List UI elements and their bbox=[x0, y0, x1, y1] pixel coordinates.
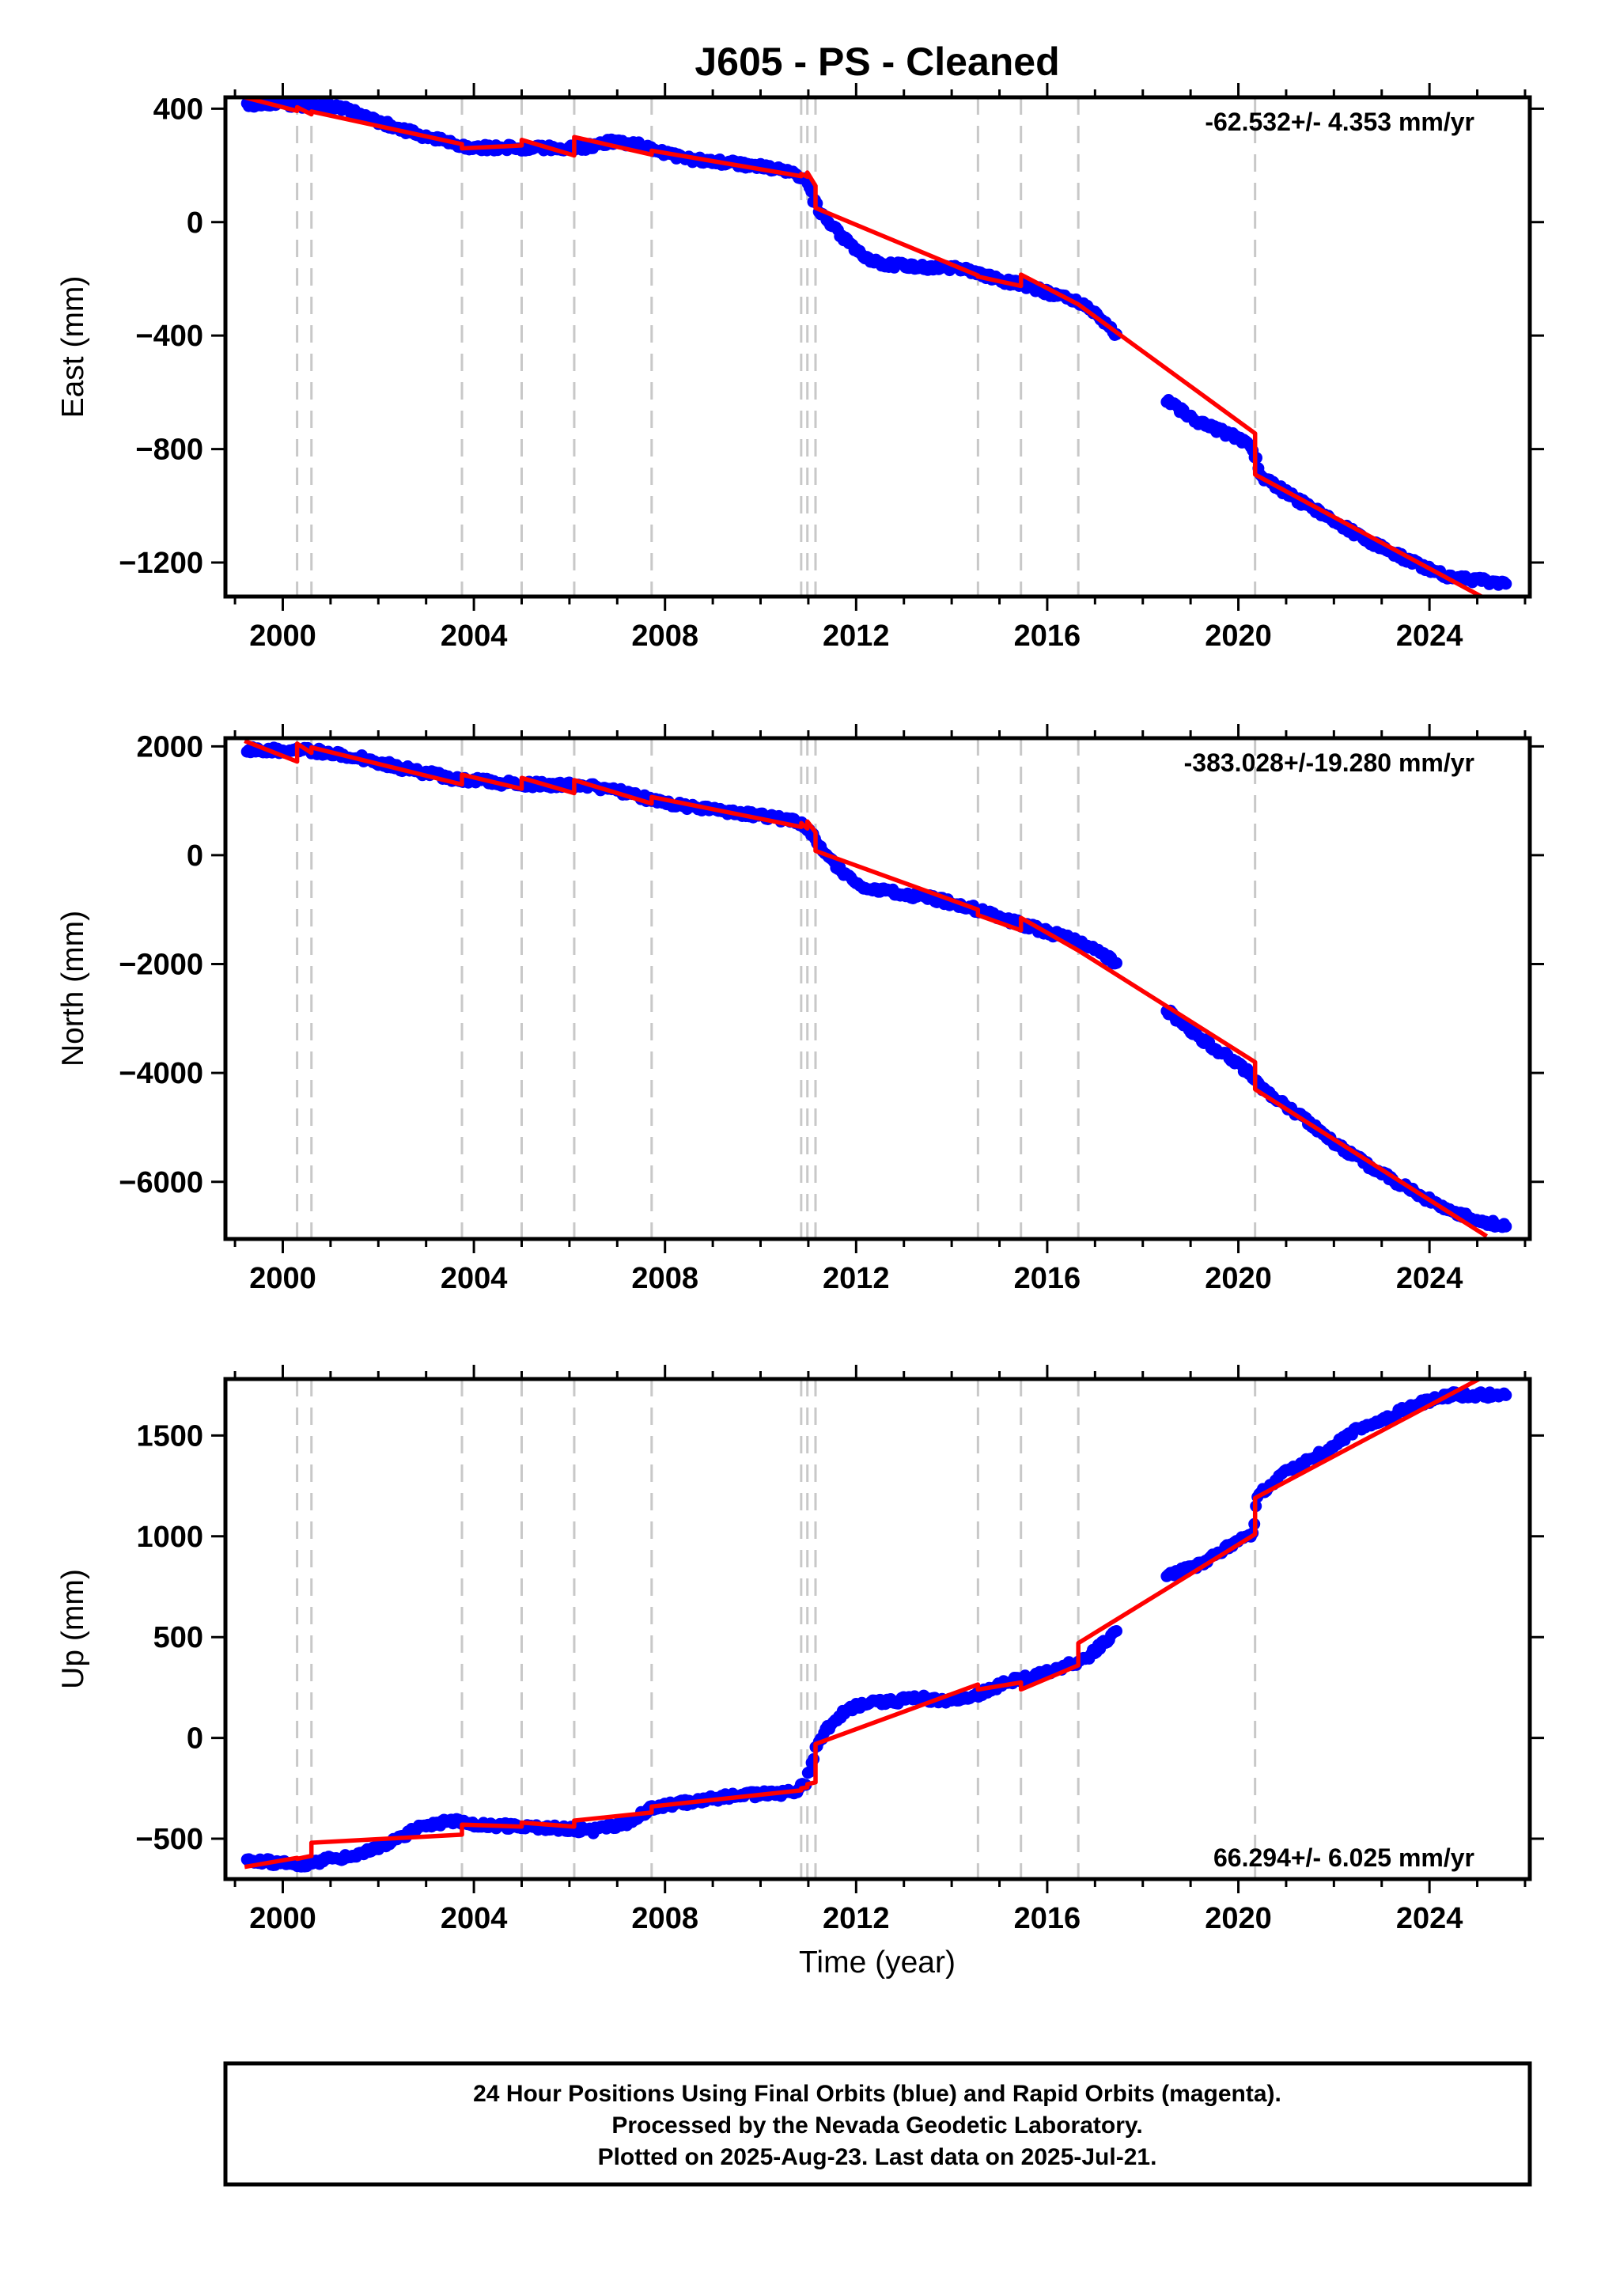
north-y-tick-label: −2000 bbox=[119, 949, 203, 982]
footer-line-2: Processed by the Nevada Geodetic Laborat… bbox=[611, 2112, 1142, 2139]
up-x-tick-label: 2024 bbox=[1396, 1902, 1463, 1935]
up-y-tick-label: 0 bbox=[187, 1722, 203, 1756]
east-x-tick-label: 2004 bbox=[441, 619, 508, 653]
east-x-tick-label: 2000 bbox=[249, 619, 316, 653]
up-frame bbox=[223, 1377, 1532, 1881]
up-x-tick-label: 2020 bbox=[1205, 1902, 1272, 1935]
east-y-tick-label: 0 bbox=[187, 206, 203, 240]
north-y-tick-label: 0 bbox=[187, 839, 203, 873]
east-x-tick-label: 2008 bbox=[631, 619, 698, 653]
up-y-tick-label: −500 bbox=[135, 1823, 203, 1856]
north-y-tick-label: 2000 bbox=[136, 730, 203, 763]
footer-line-3: Plotted on 2025-Aug-23. Last data on 202… bbox=[598, 2144, 1157, 2170]
up-x-tick-label: 2012 bbox=[823, 1902, 890, 1935]
x-axis-label: Time (year) bbox=[799, 1946, 956, 1980]
up-data-point bbox=[1500, 1389, 1512, 1401]
north-model-line bbox=[244, 738, 1489, 1238]
north-final-orbit-dots bbox=[240, 741, 1512, 1233]
up-x-tick-label: 2016 bbox=[1014, 1902, 1081, 1935]
footer-line-1: 24 Hour Positions Using Final Orbits (bl… bbox=[473, 2081, 1281, 2107]
east-y-ticks bbox=[211, 107, 1544, 564]
up-x-tick-label: 2000 bbox=[249, 1902, 316, 1935]
north-data-point bbox=[1111, 957, 1122, 969]
north-y-tick-label: −6000 bbox=[119, 1166, 203, 1199]
up-data-point bbox=[1111, 1625, 1122, 1637]
east-x-ticks bbox=[233, 83, 1527, 611]
up-model-line bbox=[244, 1379, 1484, 1870]
north-y-tick-label: −4000 bbox=[119, 1057, 203, 1090]
east-rate-label: -62.532+/- 4.353 mm/yr bbox=[1205, 108, 1474, 136]
east-y-tick-label: −400 bbox=[135, 320, 203, 353]
up-final-orbit-dots bbox=[240, 1386, 1512, 1873]
up-y-tick-label: 1000 bbox=[136, 1521, 203, 1554]
east-final-orbit-dots bbox=[240, 97, 1512, 591]
east-plot-area bbox=[240, 97, 1512, 597]
east-data-point bbox=[1500, 578, 1512, 590]
north-x-tick-label: 2008 bbox=[631, 1262, 698, 1295]
footer-frame bbox=[223, 2061, 1532, 2187]
east-x-tick-label: 2012 bbox=[823, 619, 890, 653]
north-rate-label: -383.028+/-19.280 mm/yr bbox=[1184, 748, 1474, 777]
chart-title: J605 - PS - Cleaned bbox=[695, 40, 1059, 84]
north-frame bbox=[223, 736, 1532, 1241]
east-x-tick-label: 2016 bbox=[1014, 619, 1081, 653]
east-y-tick-label: 400 bbox=[153, 93, 203, 126]
north-x-tick-label: 2000 bbox=[249, 1262, 316, 1295]
up-x-tick-label: 2004 bbox=[441, 1902, 508, 1935]
north-x-tick-label: 2004 bbox=[441, 1262, 508, 1295]
north-y-ticks bbox=[211, 744, 1544, 1184]
up-rate-label: 66.294+/- 6.025 mm/yr bbox=[1213, 1843, 1474, 1872]
east-event-lines bbox=[296, 97, 1257, 597]
footer-box: 24 Hour Positions Using Final Orbits (bl… bbox=[223, 2061, 1532, 2187]
east-y-tick-label: −800 bbox=[135, 434, 203, 467]
east-frame bbox=[223, 95, 1532, 599]
east-panel: 2000 2004 2008 2012 2016 2020 2024 400 0 −400 −800… bbox=[56, 83, 1544, 653]
up-y-tick-label: 500 bbox=[153, 1621, 203, 1654]
east-y-axis-label: East (mm) bbox=[56, 276, 90, 419]
east-y-tick-label: −1200 bbox=[119, 547, 203, 580]
east-x-tick-label: 2020 bbox=[1205, 619, 1272, 653]
up-x-ticks bbox=[233, 1365, 1527, 1893]
up-y-axis-label: Up (mm) bbox=[56, 1569, 90, 1689]
up-y-tick-label: 1500 bbox=[136, 1419, 203, 1453]
north-y-axis-label: North (mm) bbox=[56, 911, 90, 1067]
north-x-tick-label: 2020 bbox=[1205, 1262, 1272, 1295]
north-x-tick-label: 2012 bbox=[823, 1262, 890, 1295]
north-panel: 2000 2004 2008 2012 2016 2020 2024 2000 0 −2000 −4… bbox=[56, 724, 1544, 1295]
east-x-tick-label: 2024 bbox=[1396, 619, 1463, 653]
up-data-point bbox=[804, 1766, 816, 1778]
north-x-tick-label: 2024 bbox=[1396, 1262, 1463, 1295]
north-x-ticks bbox=[233, 724, 1527, 1253]
north-plot-area bbox=[240, 738, 1512, 1238]
up-plot-area bbox=[240, 1379, 1512, 1873]
up-x-tick-label: 2008 bbox=[631, 1902, 698, 1935]
east-model-line bbox=[244, 97, 1486, 597]
up-y-ticks bbox=[211, 1434, 1544, 1840]
up-panel: 2000 2004 2008 2012 2016 2020 2024 1500 1000 500 0… bbox=[56, 1365, 1544, 1935]
north-data-point bbox=[1500, 1220, 1512, 1233]
north-x-tick-label: 2016 bbox=[1014, 1262, 1081, 1295]
